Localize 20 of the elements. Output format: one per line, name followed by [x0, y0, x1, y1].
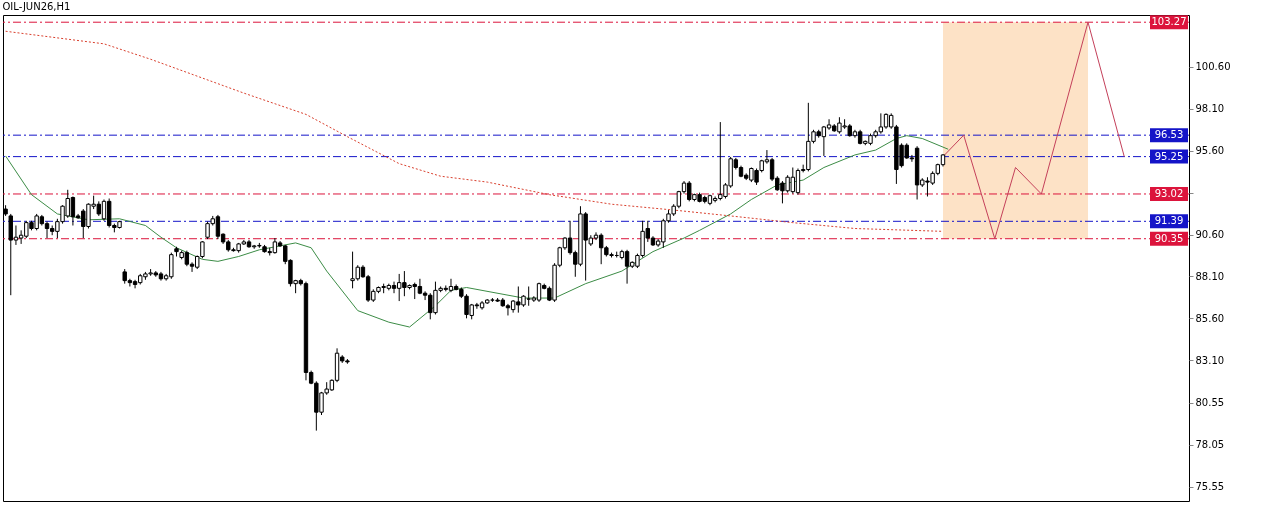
- y-tick-label: 85.60: [1195, 312, 1225, 324]
- line-series: [5, 30, 944, 232]
- ref-line-label: 95.25: [1154, 150, 1184, 162]
- y-tick-label: 100.60: [1195, 61, 1231, 73]
- ref-line-label: 96.53: [1154, 129, 1184, 141]
- y-tick-label: 75.55: [1195, 481, 1225, 493]
- ref-line-label: 103.27: [1151, 16, 1187, 28]
- y-tick-label: 78.05: [1195, 439, 1225, 451]
- y-tick-label: 98.10: [1195, 103, 1225, 115]
- line-series: [942, 21, 1125, 240]
- ref-line-label: 90.35: [1154, 232, 1184, 244]
- ref-line-label: 91.39: [1154, 215, 1184, 227]
- line-series: [5, 135, 949, 328]
- chart-title: OIL-JUN26,H1: [2, 1, 71, 12]
- y-tick-label: 88.10: [1195, 270, 1225, 282]
- y-tick-label: 90.60: [1195, 229, 1225, 241]
- y-tick-label: 95.60: [1195, 145, 1225, 157]
- y-tick-label: 83.10: [1195, 354, 1225, 366]
- ref-line-label: 93.02: [1154, 187, 1184, 199]
- y-tick-label: 80.55: [1195, 397, 1225, 409]
